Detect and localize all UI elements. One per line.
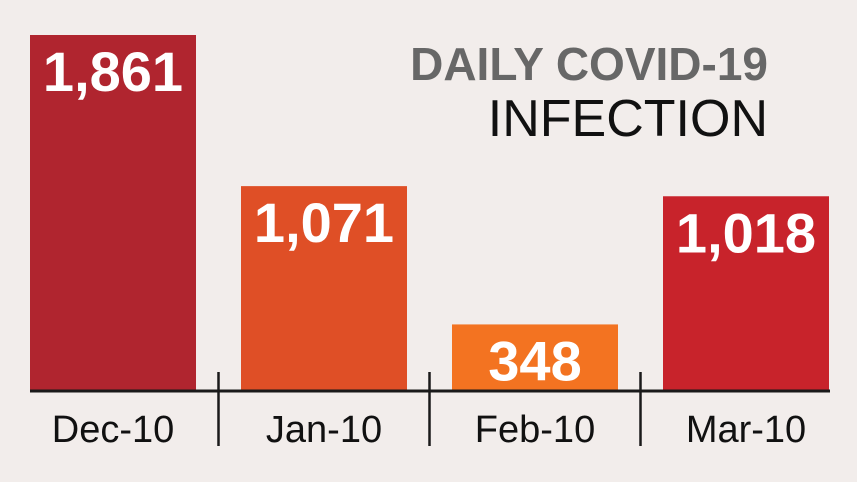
x-tick-label: Feb-10 — [475, 409, 595, 451]
x-tick-label: Dec-10 — [52, 409, 175, 451]
x-tick-label: Jan-10 — [266, 409, 382, 451]
chart-title-line1: DAILY COVID-19 — [410, 38, 768, 90]
bar-feb-10 — [452, 324, 618, 391]
bar-mar-10 — [663, 196, 829, 391]
bar-jan-10 — [241, 186, 407, 391]
chart-title-line2: INFECTION — [488, 90, 768, 148]
bar-dec-10 — [30, 35, 196, 391]
value-labels-layer: 1,861 1,071 348 1,018 — [43, 40, 816, 392]
bar-value-label: 1,861 — [43, 40, 183, 103]
x-axis-ticks — [217, 372, 642, 446]
bar-value-label: 348 — [488, 329, 581, 392]
bar-value-label: 1,018 — [676, 201, 816, 264]
bars-layer — [30, 35, 829, 391]
bar-value-label: 1,071 — [254, 191, 394, 254]
x-tick-label: Mar-10 — [686, 409, 806, 451]
category-labels-layer: Dec-10 Jan-10 Feb-10 Mar-10 — [52, 409, 806, 451]
